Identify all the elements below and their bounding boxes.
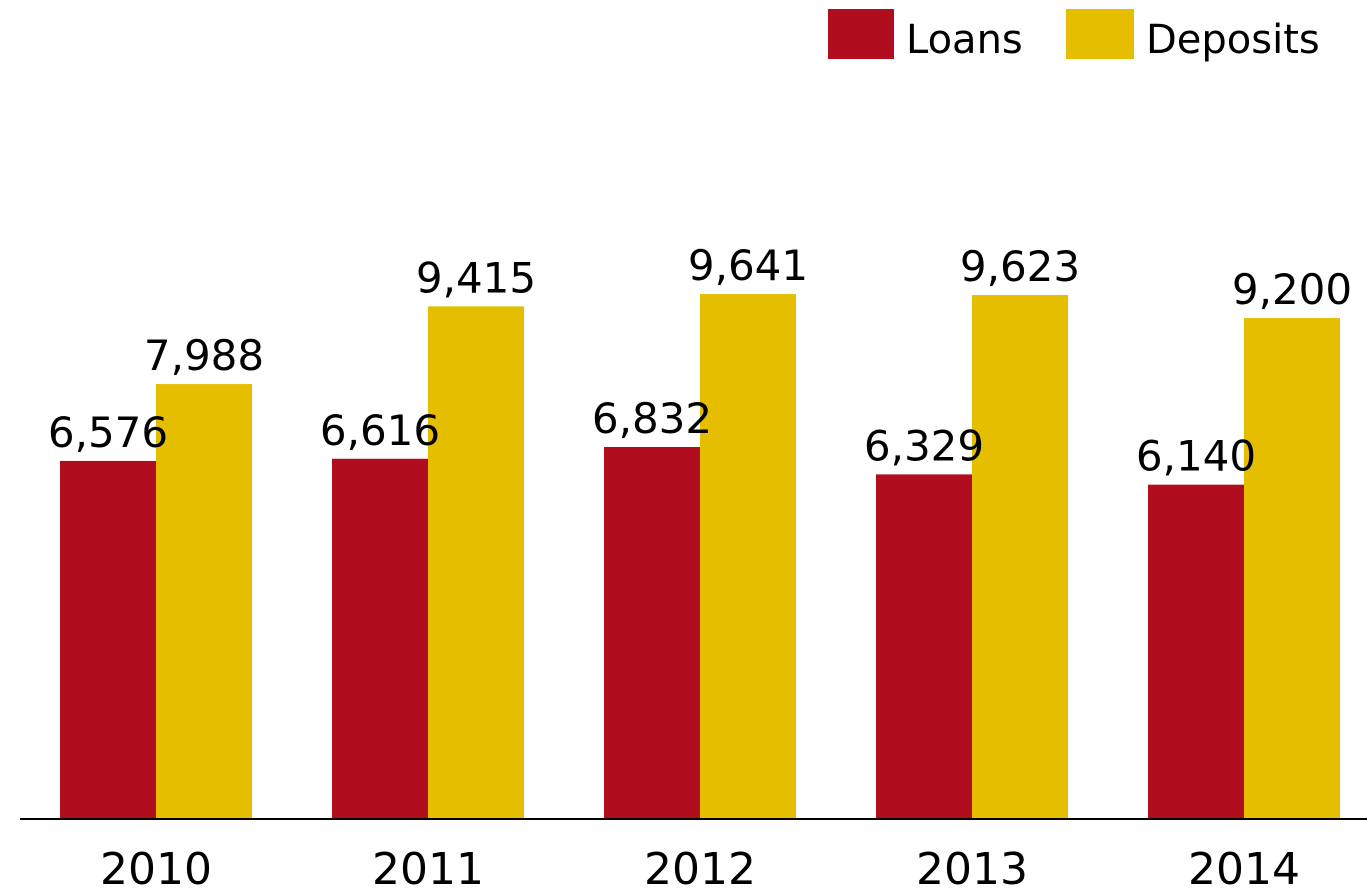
bar-deposits-2011 [428, 306, 524, 819]
bars-group [60, 294, 1340, 819]
data-label-loans-2014: 6,140 [1136, 432, 1256, 481]
data-label-deposits-2013: 9,623 [960, 242, 1080, 291]
bar-loans-2012 [604, 446, 700, 819]
data-label-loans-2010: 6,576 [48, 408, 168, 457]
bar-deposits-2013 [972, 295, 1068, 819]
x-tick-labels-group: 2010 2011 2012 2013 2014 [100, 844, 1300, 891]
x-tick-label-2014: 2014 [1188, 844, 1300, 891]
legend-label-loans: Loans [906, 17, 1023, 63]
data-label-deposits-2014: 9,200 [1232, 265, 1352, 314]
data-label-deposits-2012: 9,641 [688, 241, 808, 290]
legend-swatch-loans [828, 9, 894, 59]
legend: Loans Deposits [828, 9, 1320, 63]
legend-label-deposits: Deposits [1146, 17, 1320, 63]
value-labels-group: 6,576 7,988 6,616 9,415 6,832 9,641 6,329 9,623… [48, 241, 1352, 481]
data-label-deposits-2010: 7,988 [144, 331, 264, 380]
bar-loans-2010 [60, 460, 156, 819]
bar-loans-2011 [332, 458, 428, 819]
data-label-loans-2013: 6,329 [864, 421, 984, 470]
bar-deposits-2010 [156, 384, 252, 819]
bar-deposits-2014 [1244, 318, 1340, 819]
legend-swatch-deposits [1066, 9, 1134, 59]
x-tick-label-2010: 2010 [100, 844, 212, 891]
bar-loans-2014 [1148, 484, 1244, 819]
data-label-deposits-2011: 9,415 [416, 253, 536, 302]
data-label-loans-2011: 6,616 [320, 406, 440, 455]
x-tick-label-2013: 2013 [916, 844, 1028, 891]
x-tick-label-2012: 2012 [644, 844, 756, 891]
bar-loans-2013 [876, 474, 972, 819]
bar-deposits-2012 [700, 294, 796, 819]
x-tick-label-2011: 2011 [372, 844, 484, 891]
data-label-loans-2012: 6,832 [592, 394, 712, 443]
